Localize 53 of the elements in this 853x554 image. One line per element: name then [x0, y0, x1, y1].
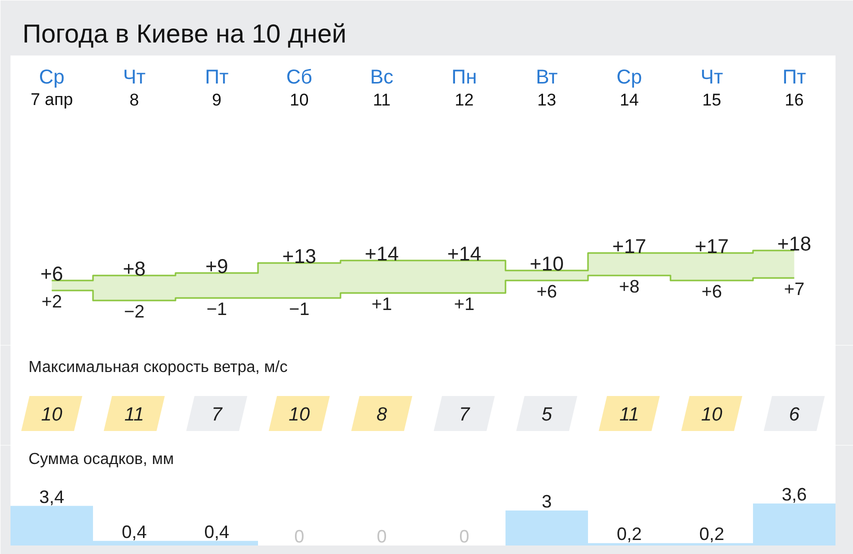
category-label: Ср 7 апр — [30, 66, 73, 109]
data-label: 0 — [459, 526, 470, 546]
data-label: +8 — [618, 276, 640, 296]
data-label: 0 — [294, 526, 304, 546]
data-label: 7 — [211, 404, 224, 426]
chart-title: Максимальная скорость ветра, м/с — [28, 359, 288, 376]
category-label: Чт 15 — [700, 66, 724, 110]
category-label: Пт 9 — [204, 66, 229, 110]
data-label: +14 — [447, 244, 482, 266]
chart-title: Погода в Киеве на 10 дней — [22, 18, 346, 48]
data-label: 0,2 — [699, 524, 724, 544]
data-label: 10 — [288, 404, 310, 426]
data-label: 0,4 — [122, 522, 147, 542]
data-label: +18 — [777, 234, 812, 256]
data-label: +7 — [784, 279, 805, 299]
data-label: +2 — [41, 292, 62, 312]
data-label: +1 — [371, 294, 392, 314]
category-label: Пт 16 — [782, 66, 806, 110]
data-label: +13 — [282, 246, 316, 268]
data-label: 11 — [124, 404, 144, 426]
data-label: +9 — [205, 256, 228, 278]
data-label: +6 — [40, 264, 64, 286]
data-label: 0 — [376, 526, 387, 546]
data-label: 10 — [701, 404, 723, 426]
data-label: 5 — [541, 404, 552, 426]
category-label: Чт 8 — [123, 66, 146, 110]
data-label: −2 — [124, 302, 145, 322]
data-label: +1 — [454, 294, 475, 314]
data-label: −1 — [288, 299, 310, 319]
data-label: +17 — [612, 236, 646, 258]
data-label: +8 — [122, 258, 146, 280]
data-label: +10 — [530, 254, 564, 276]
data-label: 11 — [619, 404, 640, 426]
data-label: 8 — [376, 404, 388, 426]
category-label: Ср 14 — [616, 66, 642, 110]
category-label: Пн 12 — [452, 66, 477, 110]
data-label: 3 — [542, 491, 552, 512]
data-label: 10 — [41, 404, 63, 426]
chart-title: Сумма осадков, мм — [28, 451, 174, 468]
data-label: −1 — [206, 299, 228, 319]
data-label: +17 — [694, 236, 729, 258]
category-label: Вс 11 — [370, 66, 394, 110]
data-label: 7 — [458, 404, 471, 426]
category-label: Сб 10 — [286, 66, 312, 110]
data-label: 3,4 — [39, 486, 64, 507]
data-label: +6 — [536, 282, 558, 302]
data-label: 6 — [788, 404, 800, 426]
data-label: +6 — [701, 282, 722, 302]
data-label: 3,6 — [782, 484, 807, 504]
data-label: 0,4 — [204, 522, 230, 542]
data-label: +14 — [364, 244, 399, 266]
category-label: Вт 13 — [536, 66, 558, 110]
data-label: 0,2 — [616, 524, 642, 544]
